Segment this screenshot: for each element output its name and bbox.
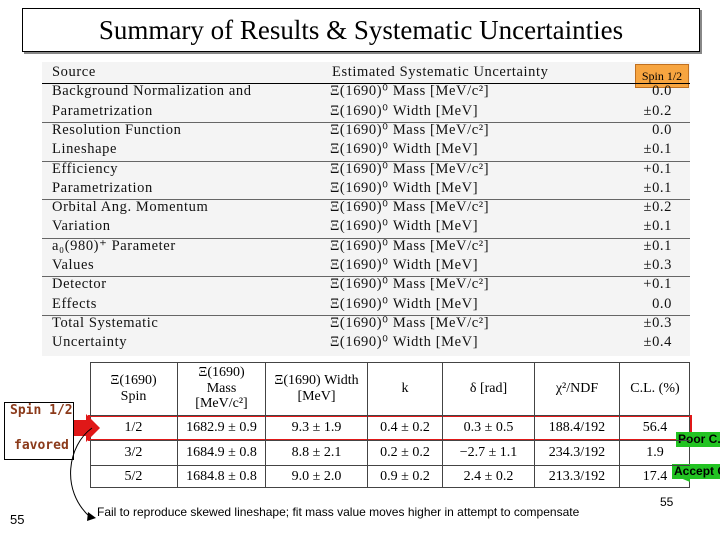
rule: [90, 440, 690, 441]
uncertainty-cell: ±0.1: [643, 218, 672, 235]
rule: [42, 314, 690, 316]
data-cell: 1684.9 ± 0.8: [178, 440, 266, 465]
data-cell: 17.4: [642, 468, 668, 484]
rule: [42, 121, 690, 123]
source-cell: Parametrization: [52, 179, 153, 196]
source-cell: Values: [52, 257, 95, 273]
data-cell: 9.3 ± 1.9: [266, 415, 368, 440]
data-cell: 213.3/192: [535, 465, 620, 488]
title: Summary of Results & Systematic Uncertai…: [22, 8, 700, 52]
data-cell: 2.4 ± 0.2: [443, 465, 535, 488]
header-cell: χ²/NDF: [535, 362, 620, 415]
uncertainty-cell: ±0.3: [643, 314, 672, 331]
data-cell: 9.0 ± 2.0: [266, 465, 368, 488]
quantity-cell: Ξ(1690)⁰ Mass [MeV/c²]: [330, 121, 490, 138]
spin-label-box: [4, 402, 74, 460]
quantity-cell: Ξ(1690)⁰ Mass [MeV/c²]: [330, 83, 490, 100]
source-cell: Orbital Ang. Momentum: [52, 199, 209, 216]
data-cell: 1684.8 ± 0.8: [178, 465, 266, 488]
uncertainty-cell: ±0.1: [643, 237, 672, 254]
rule: [90, 415, 690, 416]
source-cell: Variation: [52, 218, 111, 235]
poor-label: Poor C.L.: [676, 432, 720, 447]
note-arrowhead: [87, 512, 96, 521]
data-cell: 1682.9 ± 0.9: [178, 415, 266, 440]
source-cell: Effects: [52, 295, 97, 312]
header-cell: Estimated Systematic Uncertainty: [332, 64, 549, 80]
header-cell: δ [rad]: [443, 362, 535, 415]
source-cell: Resolution Function: [52, 121, 182, 138]
data-cell: 8.8 ± 2.1: [266, 440, 368, 465]
source-cell: Parametrization: [52, 102, 153, 119]
uncertainty-cell: +0.1: [643, 160, 672, 177]
page-number: 55: [660, 495, 674, 509]
quantity-cell: Ξ(1690)⁰ Mass [MeV/c²]: [330, 314, 490, 331]
red-arrow: [74, 414, 100, 442]
quantity-cell: Ξ(1690)⁰ Width [MeV]: [330, 179, 479, 196]
quantity-cell: Ξ(1690)⁰ Width [MeV]: [330, 102, 479, 119]
quantity-cell: Ξ(1690)⁰ Width [MeV]: [330, 257, 479, 273]
uncertainty-cell: ±0.3: [643, 257, 672, 273]
source-cell: Lineshape: [52, 141, 117, 158]
uncertainty-cell: ±0.4: [643, 334, 672, 351]
data-cell: 188.4/192: [535, 415, 620, 440]
quantity-cell: Ξ(1690)⁰ Width [MeV]: [330, 218, 479, 235]
header-cell: Source: [52, 64, 96, 80]
quantity-cell: Ξ(1690)⁰ Mass [MeV/c²]: [330, 160, 490, 177]
footnote: Fail to reproduce skewed lineshape; fit …: [97, 505, 580, 519]
source-cell: Background Normalization and: [52, 83, 252, 100]
note-arrow: [70, 427, 93, 518]
source-cell: Uncertainty: [52, 334, 128, 351]
uncertainty-cell: 0.0: [652, 121, 672, 138]
rule: [42, 276, 690, 278]
spin-label: Spin 1/2: [10, 403, 73, 418]
favored-label: favored: [14, 438, 69, 453]
source-cell: Detector: [52, 276, 107, 293]
data-cell: 56.4: [642, 419, 668, 435]
uncertainty-cell: 0.0: [652, 83, 672, 100]
rule: [90, 465, 690, 466]
data-cell: 0.2 ± 0.2: [368, 440, 443, 465]
systematics-table: [42, 62, 690, 356]
data-cell: −2.7 ± 1.1: [443, 440, 535, 465]
rule: [42, 83, 690, 85]
uncertainty-cell: +0.1: [643, 276, 672, 293]
data-cell: 1.9: [646, 444, 664, 460]
quantity-cell: Ξ(1690)⁰ Mass [MeV/c²]: [330, 276, 490, 293]
rule: [42, 237, 690, 239]
source-cell: Efficiency: [52, 160, 119, 177]
header-cell: C.L. (%): [630, 380, 680, 396]
data-cell: 3/2: [90, 440, 178, 465]
uncertainty-cell: ±0.1: [643, 141, 672, 158]
rule: [42, 160, 690, 162]
rule: [42, 199, 690, 201]
quantity-cell: Ξ(1690)⁰ Mass [MeV/c²]: [330, 199, 490, 216]
quantity-cell: Ξ(1690)⁰ Width [MeV]: [330, 334, 479, 351]
quantity-cell: Ξ(1690)⁰ Width [MeV]: [330, 295, 479, 312]
header-cell: Ξ(1690) Spin: [90, 362, 178, 415]
source-cell: Total Systematic: [52, 314, 159, 331]
quantity-cell: Ξ(1690)⁰ Width [MeV]: [330, 141, 479, 158]
uncertainty-cell: ±0.2: [643, 102, 672, 119]
uncertainty-cell: ±0.2: [643, 199, 672, 216]
data-cell: 0.9 ± 0.2: [368, 465, 443, 488]
uncertainty-cell: 0.0: [652, 295, 672, 312]
source-cell: a₀(980)⁺ Parameter: [52, 237, 176, 254]
accept-label: Accept C.L.: [672, 464, 720, 479]
page-number: 55: [10, 512, 25, 527]
header-cell: Ξ(1690) Width [MeV]: [266, 362, 368, 415]
header-cell: Ξ(1690) Mass [MeV/c²]: [178, 362, 266, 415]
quantity-cell: Ξ(1690)⁰ Mass [MeV/c²]: [330, 237, 490, 254]
header-cell: k: [368, 362, 443, 415]
data-cell: 0.3 ± 0.5: [443, 415, 535, 440]
data-cell: 0.4 ± 0.2: [368, 415, 443, 440]
uncertainty-cell: ±0.1: [643, 179, 672, 196]
data-cell: 234.3/192: [535, 440, 620, 465]
data-cell: 1/2: [90, 415, 178, 440]
data-cell: 5/2: [90, 465, 178, 488]
